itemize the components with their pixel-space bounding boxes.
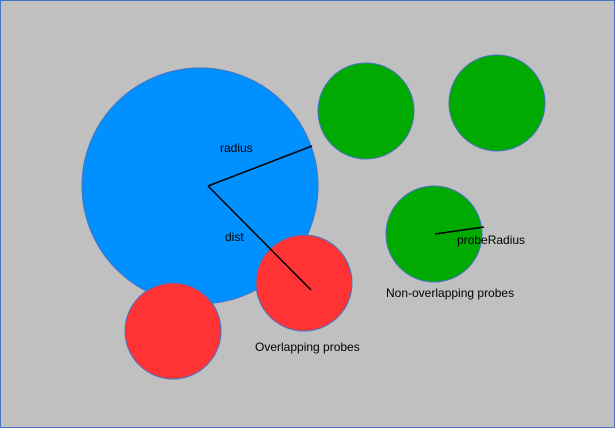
dist-line bbox=[207, 185, 312, 291]
overlapping-probes-label: Overlapping probes bbox=[255, 340, 360, 354]
non-overlapping-probe bbox=[317, 62, 415, 160]
non-overlapping-probes-label: Non-overlapping probes bbox=[386, 286, 514, 300]
probe-radius-label: probeRadius bbox=[457, 233, 525, 247]
radius-line bbox=[207, 145, 313, 187]
non-overlapping-probe bbox=[385, 185, 483, 283]
overlapping-probe bbox=[124, 282, 222, 380]
probe-radius-line bbox=[434, 226, 485, 235]
dist-label: dist bbox=[225, 230, 244, 244]
non-overlapping-probe bbox=[448, 54, 546, 152]
radius-label: radius bbox=[220, 141, 253, 155]
